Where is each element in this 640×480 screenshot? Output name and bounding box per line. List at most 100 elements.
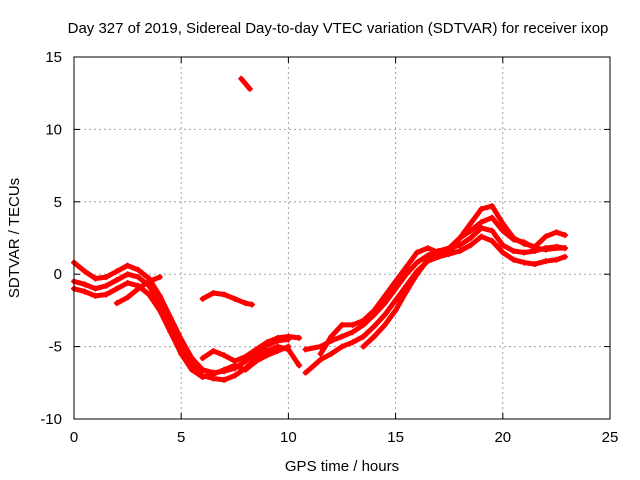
data-point-marker <box>499 227 506 234</box>
y-tick-label: 0 <box>54 266 62 283</box>
data-point-marker <box>221 366 228 373</box>
data-point-marker <box>103 291 110 298</box>
data-point-marker <box>124 271 131 278</box>
data-point-marker <box>103 282 110 289</box>
series-track <box>200 334 302 364</box>
series-track-5 <box>199 290 255 308</box>
data-point-marker <box>103 274 110 281</box>
x-tick-label: 15 <box>387 429 404 446</box>
x-axis-label: GPS time / hours <box>285 458 399 475</box>
data-point-marker <box>414 271 421 278</box>
data-point-marker <box>339 343 345 350</box>
data-point-marker <box>381 300 388 307</box>
data-point-marker <box>146 278 153 285</box>
data-point-marker <box>456 248 463 255</box>
data-point-marker <box>561 253 568 260</box>
data-point-marker <box>135 266 142 273</box>
series-track-10 <box>317 203 568 357</box>
data-point-marker <box>403 263 410 270</box>
data-point-marker <box>248 301 255 308</box>
data-point-marker <box>467 242 474 249</box>
data-point-marker <box>221 291 228 298</box>
series-track <box>360 215 568 350</box>
data-point-marker <box>392 285 399 292</box>
data-point-marker <box>561 232 568 239</box>
data-point-marker <box>381 321 388 328</box>
data-point-marker <box>317 350 324 357</box>
data-point-marker <box>478 206 485 213</box>
data-point-marker <box>135 274 142 281</box>
data-point-marker <box>113 276 120 283</box>
data-point-marker <box>510 236 517 243</box>
data-point-marker <box>253 358 260 365</box>
data-point-marker <box>403 288 410 295</box>
y-tick-labels: -10 -5 0 5 10 15 <box>40 49 62 428</box>
data-point-marker <box>263 352 270 359</box>
data-point-marker <box>561 245 568 252</box>
data-point-marker <box>521 239 528 246</box>
x-tick-label: 20 <box>494 429 511 446</box>
data-point-marker <box>156 307 163 314</box>
data-point-marker <box>231 295 238 302</box>
data-point-marker <box>467 235 474 241</box>
data-point-marker <box>531 245 538 252</box>
data-point-marker <box>253 346 260 353</box>
data-point-marker <box>302 346 309 353</box>
data-point-marker <box>285 333 292 340</box>
data-point-marker <box>467 227 474 234</box>
data-point-marker <box>392 307 399 314</box>
data-point-marker <box>424 256 431 263</box>
data-point-marker <box>371 323 378 330</box>
data-point-marker <box>499 242 506 249</box>
y-tick-label: -5 <box>49 339 62 356</box>
data-point-marker <box>238 75 245 82</box>
data-point-marker <box>456 235 463 241</box>
y-tick-label: 5 <box>54 194 62 211</box>
data-point-marker <box>296 362 303 369</box>
data-point-marker <box>199 295 206 302</box>
data-point-marker <box>231 358 238 365</box>
data-point-marker <box>467 220 474 227</box>
data-point-marker <box>231 372 238 379</box>
series-track-7 <box>238 75 253 92</box>
data-point-marker <box>446 245 453 252</box>
data-point-marker <box>521 249 528 256</box>
series-track <box>238 76 253 92</box>
data-point-marker <box>403 271 410 278</box>
series-track-6 <box>199 333 303 365</box>
data-point-marker <box>510 248 517 255</box>
x-tick-label: 25 <box>602 429 619 446</box>
chart-title: Day 327 of 2019, Sidereal Day-to-day VTE… <box>68 20 609 37</box>
data-point-marker <box>542 233 549 240</box>
data-point-marker <box>414 259 421 266</box>
series-track <box>71 271 302 383</box>
data-point-marker <box>167 329 174 336</box>
data-point-marker <box>371 333 378 340</box>
x-tick-label: 10 <box>280 429 297 446</box>
data-point-marker <box>381 311 388 318</box>
data-point-marker <box>542 258 549 265</box>
data-point-marker <box>499 220 506 227</box>
data-point-marker <box>221 376 228 383</box>
data-point-marker <box>146 291 153 298</box>
x-tick-label: 0 <box>70 429 78 446</box>
data-point-marker <box>499 249 506 256</box>
data-point-marker <box>92 292 99 299</box>
data-point-marker <box>424 245 431 252</box>
data-point-marker <box>542 246 549 253</box>
data-point-marker <box>285 343 292 350</box>
y-tick-label: 15 <box>45 49 62 66</box>
data-point-marker <box>242 300 249 307</box>
x-tick-labels: 0 5 10 15 20 25 <box>70 429 619 446</box>
data-point-marker <box>489 214 496 221</box>
data-point-marker <box>274 334 281 341</box>
data-point-marker <box>392 297 399 304</box>
data-point-marker <box>302 369 309 376</box>
data-point-marker <box>296 334 303 341</box>
data-point-marker <box>178 350 185 357</box>
data-point-marker <box>392 278 399 285</box>
data-point-marker <box>124 262 131 269</box>
x-tick-label: 5 <box>177 429 185 446</box>
data-point-marker <box>531 261 538 268</box>
